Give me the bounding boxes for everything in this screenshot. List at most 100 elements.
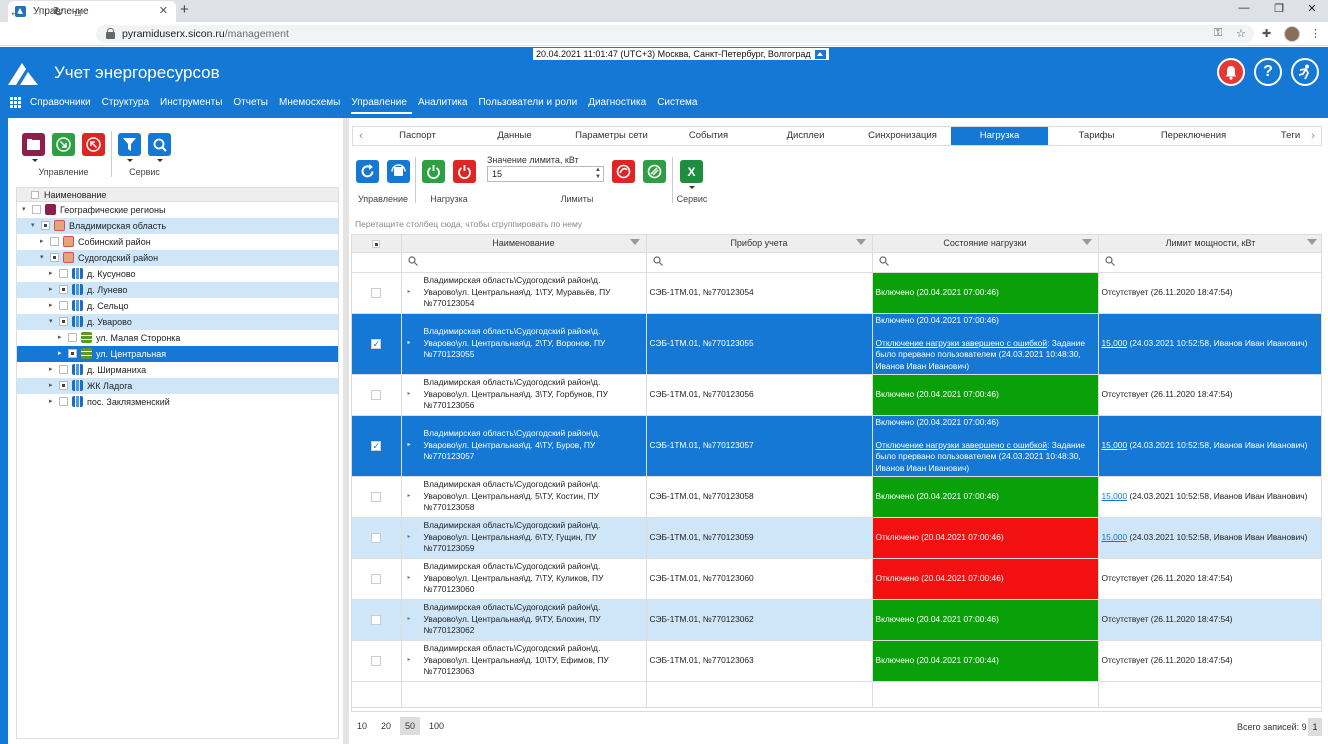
table-row[interactable]: ✓ ▸ Владимирская область\Судогодский район… — [352, 415, 1321, 477]
tree-node[interactable]: ▾ д. Уварово — [17, 314, 338, 330]
limit-off-button[interactable] — [612, 160, 635, 183]
extensions-icon[interactable]: ✚ — [1262, 28, 1272, 40]
page-size-option[interactable]: 100 — [429, 721, 445, 731]
home-icon[interactable]: ⌂ — [74, 4, 82, 19]
tree-node[interactable]: ▾ Судогодский район — [17, 250, 338, 266]
error-link[interactable]: Отключение нагрузки завершено с ошибкой — [875, 337, 1048, 348]
menu-item-diagnostics[interactable]: Диагностика — [588, 97, 647, 108]
tabs-scroll-left-icon[interactable]: ‹ — [359, 130, 363, 142]
menu-item-users-roles[interactable]: Пользователи и роли — [478, 97, 578, 108]
filter-dropdown-icon[interactable] — [127, 159, 133, 162]
menu-item-system[interactable]: Система — [657, 97, 698, 108]
tree-node-checkbox[interactable] — [59, 285, 68, 294]
expand-arrow-icon[interactable]: ▸ — [49, 270, 53, 277]
refresh-button[interactable] — [356, 160, 379, 183]
menu-item-directories[interactable]: Справочники — [30, 97, 91, 108]
expand-arrow-icon[interactable]: ▸ — [49, 286, 53, 293]
tab-network-params[interactable]: Параметры сети — [575, 130, 648, 141]
tree-node[interactable]: ▸ ул. Центральная — [17, 346, 338, 362]
page-size-option[interactable]: 20 — [381, 721, 392, 731]
power-off-button[interactable] — [453, 160, 476, 183]
browser-menu-icon[interactable]: ⋮ — [1310, 28, 1321, 40]
row-checkbox[interactable]: ✓ — [371, 338, 382, 349]
excel-dropdown-icon[interactable] — [689, 186, 695, 189]
row-checkbox[interactable] — [371, 287, 382, 298]
tree-node[interactable]: ▸ пос. Заклязменский — [17, 394, 338, 410]
row-checkbox[interactable] — [371, 655, 382, 666]
tree-node-checkbox[interactable] — [68, 333, 77, 342]
folder-button[interactable] — [22, 133, 45, 156]
table-row[interactable]: ▸ Владимирская область\Судогодский район\… — [352, 517, 1321, 559]
url-field[interactable]: pyramiduserx.sicon.ru/management — [96, 25, 1254, 43]
new-tab-button[interactable]: + — [180, 1, 189, 18]
menu-item-analytics[interactable]: Аналитика — [417, 97, 468, 108]
collapse-arrow-icon[interactable]: ▾ — [22, 206, 26, 213]
row-expand-icon[interactable]: ▸ — [407, 492, 411, 499]
tab-tariffs[interactable]: Тарифы — [1078, 130, 1115, 141]
table-row[interactable]: ✓ ▸ Владимирская область\Судогодский район… — [352, 313, 1321, 375]
tree-node[interactable]: ▸ д. Ширманиха — [17, 362, 338, 378]
minimize-window-button[interactable]: — — [1238, 2, 1250, 14]
filter-icon[interactable] — [855, 239, 866, 245]
name-search-input[interactable] — [401, 252, 647, 273]
row-expand-icon[interactable]: ▸ — [407, 339, 411, 346]
expand-arrow-icon[interactable]: ▸ — [58, 334, 62, 341]
tree-node[interactable]: ▸ ЖК Ладога — [17, 378, 338, 394]
apps-grid-icon[interactable] — [10, 97, 21, 108]
row-expand-icon[interactable]: ▸ — [407, 390, 411, 397]
tree-node-checkbox[interactable] — [59, 317, 68, 326]
tree-node-checkbox[interactable] — [59, 269, 68, 278]
tab-switching[interactable]: Переключения — [1160, 130, 1227, 141]
tree-node[interactable]: ▸ ул. Малая Сторонка — [17, 330, 338, 346]
arrow-up-left-button[interactable] — [82, 133, 105, 156]
star-icon[interactable]: ☆ — [1236, 28, 1246, 40]
column-header-state[interactable]: Состояние нагрузки — [872, 235, 1099, 253]
accessibility-icon[interactable] — [1291, 58, 1319, 86]
row-expand-icon[interactable]: ▸ — [407, 533, 411, 540]
menu-item-management[interactable]: Управление — [351, 96, 412, 114]
row-checkbox[interactable] — [371, 573, 382, 584]
state-search-input[interactable] — [872, 252, 1099, 273]
refresh-device-button[interactable] — [387, 160, 410, 183]
row-expand-icon[interactable]: ▸ — [407, 615, 411, 622]
bell-icon[interactable] — [1217, 58, 1245, 86]
row-checkbox[interactable] — [371, 491, 382, 502]
profile-avatar[interactable] — [1284, 26, 1300, 42]
collapse-arrow-icon[interactable]: ▾ — [31, 222, 35, 229]
app-logo-icon[interactable] — [8, 63, 40, 85]
forward-icon[interactable]: → — [31, 4, 44, 19]
menu-item-mnemonics[interactable]: Мнемосхемы — [278, 97, 341, 108]
expand-arrow-icon[interactable]: ▸ — [49, 302, 53, 309]
tab-tags[interactable]: Теги — [1280, 130, 1301, 141]
filter-icon[interactable] — [629, 239, 640, 245]
limit-value-link[interactable]: 15,000 — [1101, 531, 1128, 542]
tree-node[interactable]: ▸ д. Лунево — [17, 282, 338, 298]
collapse-arrow-icon[interactable]: ▾ — [40, 254, 44, 261]
row-checkbox[interactable]: ✓ — [371, 440, 382, 451]
collapse-arrow-icon[interactable]: ▾ — [49, 318, 53, 325]
filter-button[interactable] — [118, 133, 141, 156]
expand-arrow-icon[interactable]: ▸ — [49, 398, 53, 405]
tab-load[interactable]: Нагрузка — [951, 127, 1048, 145]
panel-splitter[interactable] — [343, 118, 349, 744]
tree-node[interactable]: ▸ Собинский район — [17, 234, 338, 250]
tree-header-checkbox[interactable] — [31, 191, 39, 199]
limit-input[interactable]: 15 ▲ ▼ — [487, 166, 604, 182]
folder-dropdown-icon[interactable] — [32, 159, 38, 162]
table-row[interactable]: ▸ Владимирская область\Судогодский район\… — [352, 374, 1321, 416]
table-row[interactable]: ▸ Владимирская область\Судогодский район\… — [352, 272, 1321, 314]
table-row[interactable]: ▸ Владимирская область\Судогодский район\… — [352, 599, 1321, 641]
row-checkbox[interactable] — [371, 614, 382, 625]
row-expand-icon[interactable]: ▸ — [407, 288, 411, 295]
tree-node-checkbox[interactable] — [50, 253, 59, 262]
excel-export-button[interactable]: X — [680, 160, 703, 183]
limit-search-input[interactable] — [1098, 252, 1321, 273]
column-header-limit[interactable]: Лимит мощности, кВт — [1098, 235, 1321, 253]
tab-passport[interactable]: Паспорт — [399, 130, 436, 141]
collapse-up-icon[interactable] — [814, 49, 826, 59]
page-number-button[interactable]: 1 — [1308, 718, 1322, 736]
limit-value-link[interactable]: 15,000 — [1101, 337, 1128, 348]
tree-node-checkbox[interactable] — [59, 301, 68, 310]
tab-events[interactable]: События — [688, 130, 729, 141]
table-row[interactable]: ▸ Владимирская область\Судогодский район\… — [352, 640, 1321, 682]
